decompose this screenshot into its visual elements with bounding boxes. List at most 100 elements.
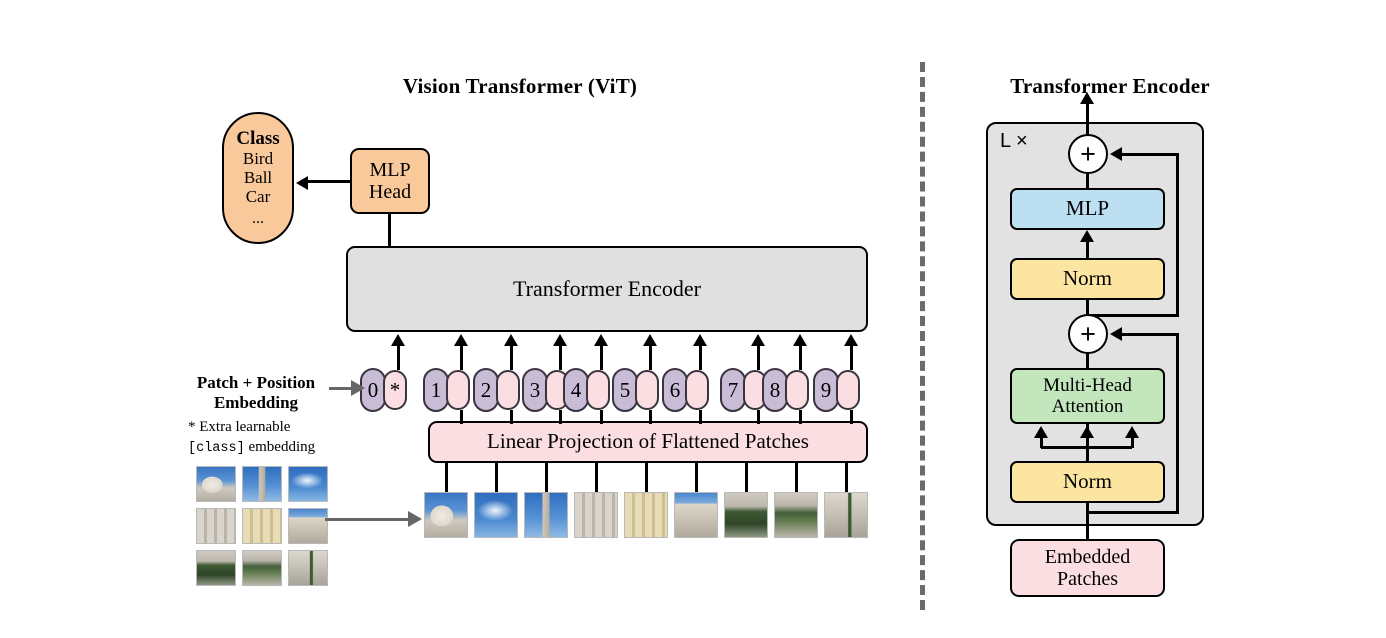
encoder-input-arrowhead-8 [792,334,807,346]
embedded-patches-line2: Patches [1056,568,1119,590]
flattened-patch-1 [424,492,468,538]
extra-learnable-footnote: * Extra learnable [class] embedding [188,418,368,457]
projection-to-patch-stem-4 [594,461,598,494]
token-number-capsule-8: 8 [762,368,788,412]
flattened-patch-7 [724,492,768,538]
qkv-stem-v [1131,436,1134,448]
residual-add-bottom-glyph: + [1080,318,1096,349]
patch-position-line2: Embedding [213,393,299,413]
token-embedding-capsule-8 [785,370,809,410]
token-embedding-capsule-0: * [383,370,407,410]
class-item-0: Bird [242,149,274,169]
line-embedded-to-norm-bottom [1086,503,1089,539]
residual-top-arrowhead [1110,147,1122,161]
source-grid-patch-r3-c2 [242,550,282,586]
panel-divider [920,62,925,610]
line-normtop-to-mlp [1086,238,1089,260]
embedded-patches-line1: Embedded [1044,545,1131,568]
projection-to-token-stem-6 [698,410,702,424]
mlp-head-line2: Head [368,181,412,203]
encoder-input-stem-7 [756,344,760,370]
norm-bottom-label: Norm [1063,469,1112,494]
flattened-patch-8 [774,492,818,538]
class-item-2: Car [245,187,271,207]
token-3: 3 [522,368,569,412]
token-number-capsule-3: 3 [522,368,548,412]
flattened-patch-2 [474,492,518,538]
source-grid-patch-r1-c2 [242,466,282,502]
page-title-right: Transformer Encoder [1010,74,1210,98]
source-grid-patch-r1-c3 [288,466,328,502]
footnote-line1: * Extra learnable [188,419,291,435]
class-ellipsis: ... [252,210,264,228]
connector-mlphead-encoder [388,214,391,247]
arrow-grid-to-strip-head [408,511,422,527]
flattened-patch-3 [524,492,568,538]
projection-to-patch-stem-3 [544,461,548,494]
projection-to-patch-stem-5 [644,461,648,494]
source-grid-patch-r1-c1 [196,466,236,502]
residual-top-horizontal-in [1120,152,1178,156]
repeat-count-label: L × [1000,130,1028,152]
residual-bottom-horizontal-in [1120,332,1178,336]
residual-bottom-arrowhead [1110,327,1122,341]
projection-to-token-stem-9 [849,410,853,424]
residual-add-top-glyph: + [1080,138,1096,169]
residual-top-horizontal-bottom [1086,314,1179,317]
qkv-arrowhead-k [1079,426,1094,438]
residual-add-top: + [1068,134,1108,174]
token-5: 5 [612,368,659,412]
class-output-box: Class Bird Ball Car ... [222,112,294,244]
linear-projection-label: Linear Projection of Flattened Patches [487,429,809,454]
residual-top-vertical [1176,153,1179,317]
attention-line2: Attention [1051,396,1124,417]
projection-to-token-stem-4 [599,410,603,424]
encoder-input-arrowhead-7 [750,334,765,346]
transformer-encoder-label: Transformer Encoder [513,275,701,301]
projection-to-token-stem-1 [459,410,463,424]
token-8: 8 [762,368,809,412]
source-grid-patch-r3-c1 [196,550,236,586]
projection-to-token-stem-8 [798,410,802,424]
patch-position-embedding-label: Patch + Position Embedding [186,373,326,413]
projection-to-patch-stem-1 [444,461,448,494]
encoder-input-stem-4 [599,344,603,370]
flattened-patch-9 [824,492,868,538]
flattened-patch-6 [674,492,718,538]
token-7: 7 [720,368,767,412]
mlp-block-label: MLP [1065,196,1110,221]
token-2: 2 [473,368,520,412]
encoder-input-stem-0 [396,344,400,370]
embedded-patches-box: Embedded Patches [1010,539,1165,597]
flattened-patch-4 [574,492,618,538]
token-9: 9 [813,368,860,412]
encoder-input-arrowhead-2 [503,334,518,346]
norm-block-top: Norm [1010,258,1165,300]
token-embedding-capsule-2 [496,370,520,410]
arrow-embedding-head [351,380,365,396]
norm-top-label: Norm [1063,266,1112,291]
patch-position-line1: Patch + Position [196,373,316,392]
transformer-encoder-box: Transformer Encoder [346,246,868,332]
encoder-input-arrowhead-0 [390,334,405,346]
qkv-stem-q [1040,436,1043,448]
source-grid-patch-r3-c3 [288,550,328,586]
encoder-input-stem-5 [648,344,652,370]
residual-add-bottom: + [1068,314,1108,354]
token-number-capsule-1: 1 [423,368,449,412]
arrowhead-normtop-to-mlp [1079,230,1094,242]
norm-block-bottom: Norm [1010,461,1165,503]
token-1: 1 [423,368,470,412]
projection-to-token-stem-3 [558,410,562,424]
arrow-grid-to-strip-line [325,518,410,521]
encoder-input-arrowhead-9 [843,334,858,346]
projection-to-patch-stem-9 [844,461,848,494]
projection-to-patch-stem-7 [744,461,748,494]
token-number-capsule-2: 2 [473,368,499,412]
line-attention-to-add-bottom [1086,352,1089,370]
encoder-input-stem-9 [849,344,853,370]
line-mlp-to-add-top [1086,174,1089,190]
linear-projection-box: Linear Projection of Flattened Patches [428,421,868,463]
encoder-input-stem-3 [558,344,562,370]
encoder-output-arrowhead [1079,92,1094,104]
